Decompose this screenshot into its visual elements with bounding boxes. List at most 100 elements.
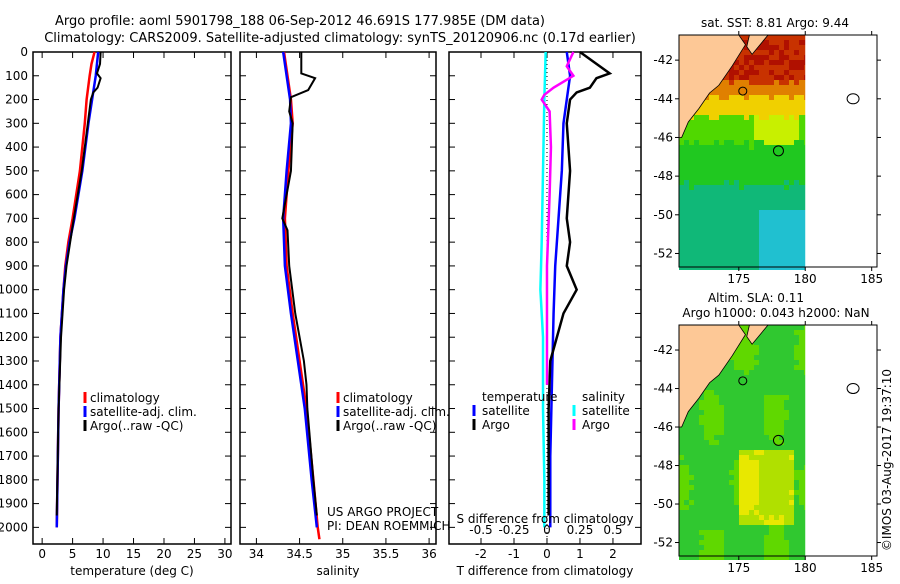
- series-satellite: [281, 51, 319, 528]
- x-tick-label: 15: [126, 547, 141, 561]
- series-satellite: [55, 51, 100, 528]
- y-tick-label: 300: [5, 116, 28, 130]
- x-tick-label: 10: [95, 547, 110, 561]
- land-mass: [678, 324, 746, 428]
- annotation-pi: PI: DEAN ROEMMICH: [327, 519, 450, 533]
- series-t-satellite: [549, 51, 572, 528]
- legend-label: Argo(..raw -QC): [90, 419, 183, 433]
- chatham-islands: [846, 93, 860, 105]
- y-tick-label: 100: [5, 69, 28, 83]
- x-axis-label: salinity: [316, 564, 359, 578]
- x-tick-label: 30: [217, 547, 232, 561]
- title-line-2: Climatology: CARS2009. Satellite-adjuste…: [44, 31, 636, 46]
- y-tick-label: 500: [5, 164, 28, 178]
- legend-label: Argo: [482, 418, 510, 432]
- land-mass: [678, 34, 746, 138]
- s-tick-label: -0.5: [469, 523, 492, 537]
- annotation-project: US ARGO PROJECT: [327, 505, 439, 519]
- legend-label: climatology: [343, 391, 413, 405]
- y-tick-label: 1600: [0, 425, 28, 439]
- y-tick-label: 900: [5, 259, 28, 273]
- y-tick-label: 1900: [0, 497, 28, 511]
- lat-tick-label: -46: [653, 130, 673, 144]
- credit-text: ©IMOS 03-Aug-2017 19:37:10: [880, 369, 894, 551]
- panel-temperature: 0100200300400500600700800900100011001200…: [0, 45, 233, 578]
- series-t-argo: [547, 50, 613, 516]
- lon-tick-label: 180: [794, 561, 817, 575]
- x-tick-label: 35.5: [373, 547, 400, 561]
- y-tick-label: 800: [5, 235, 28, 249]
- series-s-argo: [540, 51, 576, 385]
- s-tick-label: 0.5: [603, 523, 622, 537]
- s-axis-label: S difference from climatology: [457, 512, 634, 526]
- lat-tick-label: -44: [653, 92, 673, 106]
- legend-label: satellite: [482, 404, 530, 418]
- x-tick-label: 0: [543, 547, 551, 561]
- x-tick-label: 35: [335, 547, 350, 561]
- lon-tick-label: 175: [727, 272, 750, 286]
- plot-frame: [32, 51, 232, 545]
- lat-tick-label: -48: [653, 169, 673, 183]
- x-tick-label: 2: [609, 547, 617, 561]
- y-tick-label: 2000: [0, 520, 28, 534]
- legend-label: Argo: [582, 418, 610, 432]
- s-tick-label: 0.25: [567, 523, 594, 537]
- x-tick-label: -1: [508, 547, 520, 561]
- y-tick-label: 1800: [0, 473, 28, 487]
- float-location-marker: [772, 145, 784, 157]
- float-location-marker: [772, 434, 784, 446]
- x-tick-label: 5: [69, 547, 77, 561]
- legend-label: Argo(..raw -QC): [343, 419, 436, 433]
- x-tick-label: 20: [156, 547, 171, 561]
- x-tick-label: 34: [249, 547, 264, 561]
- legend-label: satellite-adj. clim.: [343, 405, 450, 419]
- y-tick-label: 0: [20, 45, 28, 59]
- title-line-1: Argo profile: aoml 5901798_188 06-Sep-20…: [55, 14, 545, 29]
- map-subtitle: Argo h1000: 0.043 h2000: NaN: [682, 306, 869, 320]
- x-tick-label: 36: [421, 547, 436, 561]
- y-tick-label: 400: [5, 140, 28, 154]
- contour: [738, 86, 748, 96]
- legend-heading-salinity: salinity: [582, 390, 625, 404]
- map-title: Altim. SLA: 0.11: [708, 291, 804, 305]
- y-tick-label: 1700: [0, 449, 28, 463]
- s-tick-label: 0: [543, 523, 551, 537]
- y-tick-label: 600: [5, 188, 28, 202]
- x-tick-label: 34.5: [286, 547, 313, 561]
- panel-difference: -2 -1 0 1 2 T difference from climatology -0.5…: [448, 50, 642, 578]
- map-frame: [678, 324, 878, 557]
- lon-tick-label: 185: [860, 272, 883, 286]
- panel-salinity: 34 34.5 35 35.5 36 salinity climatologysatelli…: [239, 51, 450, 578]
- lat-tick-label: -50: [653, 497, 673, 511]
- y-tick-label: 1000: [0, 283, 28, 297]
- x-tick-label: 1: [576, 547, 584, 561]
- y-tick-label: 1100: [0, 306, 28, 320]
- lat-tick-label: -44: [653, 382, 673, 396]
- x-axis-label: temperature (deg C): [70, 564, 193, 578]
- map-title: sat. SST: 8.81 Argo: 9.44: [701, 16, 849, 30]
- lat-tick-label: -48: [653, 459, 673, 473]
- y-tick-label: 1500: [0, 402, 28, 416]
- series-s-satellite: [539, 51, 547, 528]
- x-tick-label: -2: [475, 547, 487, 561]
- s-tick-label: -0.25: [498, 523, 529, 537]
- legend-label: climatology: [90, 391, 160, 405]
- lat-tick-label: -52: [653, 536, 673, 550]
- series-argo: [55, 51, 102, 516]
- lon-tick-label: 180: [794, 272, 817, 286]
- lon-tick-label: 185: [860, 561, 883, 575]
- y-tick-label: 200: [5, 93, 28, 107]
- y-tick-label: 1200: [0, 330, 28, 344]
- lat-tick-label: -52: [653, 246, 673, 260]
- legend-label: satellite-adj. clim.: [90, 405, 197, 419]
- x-tick-label: 0: [38, 547, 46, 561]
- lon-tick-label: 175: [727, 561, 750, 575]
- lat-tick-label: -46: [653, 420, 673, 434]
- map-sla: -42 -44 -46 -48 -50 -52 175 180 185 Altim. SLA: 0…: [653, 291, 883, 575]
- x-tick-label: 25: [187, 547, 202, 561]
- lat-tick-label: -42: [653, 343, 673, 357]
- legend-label: satellite: [582, 404, 630, 418]
- map-frame: [678, 34, 878, 268]
- lat-tick-label: -50: [653, 208, 673, 222]
